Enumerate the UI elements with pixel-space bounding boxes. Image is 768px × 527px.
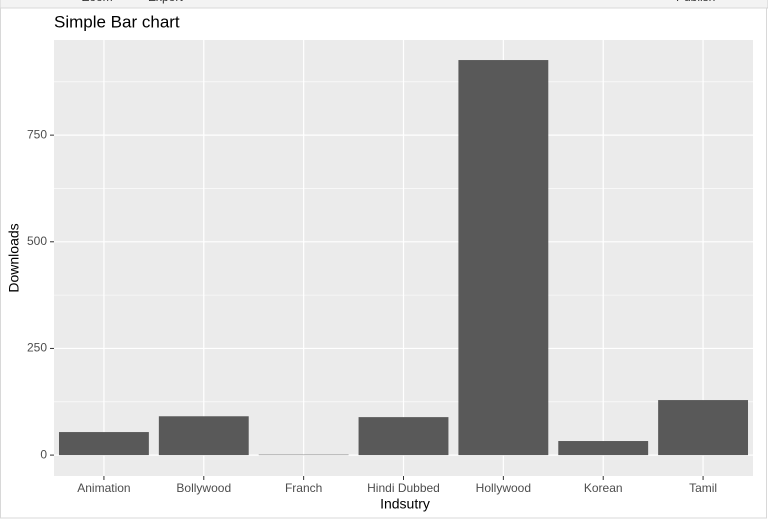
toolbar — [0, 0, 768, 9]
x-tick-label: Korean — [584, 481, 623, 495]
chart-title: Simple Bar chart — [54, 12, 180, 31]
zoom-button[interactable]: Zoom — [82, 0, 113, 4]
bar — [58, 432, 149, 456]
publish-button[interactable]: Publish — [676, 0, 715, 4]
x-tick-label: Bollywood — [176, 481, 231, 495]
x-tick-label: Animation — [77, 481, 130, 495]
x-tick-label: Hollywood — [476, 481, 531, 495]
bar — [558, 441, 649, 456]
bar — [358, 417, 449, 456]
x-tick-label: Franch — [285, 481, 322, 495]
bar — [458, 60, 549, 456]
x-axis-title: Indsutry — [380, 496, 430, 512]
export-button[interactable]: Export — [148, 0, 183, 4]
bar — [658, 400, 749, 456]
frame — [0, 7, 767, 519]
bar — [158, 416, 249, 456]
x-tick-label: Tamil — [689, 481, 717, 495]
y-tick-label: 750 — [27, 127, 47, 141]
x-tick-label: Hindi Dubbed — [367, 481, 440, 495]
y-tick-label: 500 — [27, 234, 47, 248]
y-tick-label: 0 — [40, 447, 47, 461]
y-axis-title: Downloads — [6, 223, 22, 292]
y-tick-label: 250 — [27, 341, 47, 355]
